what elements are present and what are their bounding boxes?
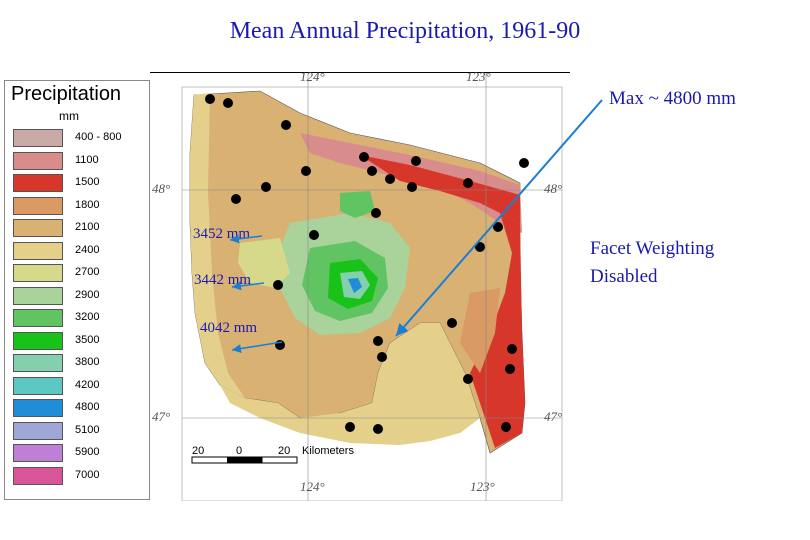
legend-label: 7000: [75, 468, 100, 481]
legend-label: 1100: [75, 153, 99, 166]
scale-label-20-right: 20: [278, 445, 291, 457]
map-title: Mean Annual Precipitation, 1961-90: [229, 18, 581, 44]
legend-swatch: [13, 444, 63, 462]
annotation-3452: 3452 mm: [193, 226, 251, 242]
legend-title: Precipitation: [11, 83, 122, 105]
scale-label-0: 0: [236, 445, 243, 457]
legend-label: 2100: [75, 221, 100, 233]
legend-label: 5100: [75, 423, 100, 436]
legend-swatch: [13, 331, 63, 350]
legend-swatch: [13, 399, 63, 417]
legend-swatch: [13, 286, 63, 305]
legend-panel: Precipitation mm 400 - 800 1100 1500 1800 21…: [4, 80, 150, 500]
legend-label: 1800: [75, 198, 100, 211]
legend-swatch: [13, 129, 63, 147]
lat-label-left-lower: 47°: [152, 409, 171, 424]
max-annotation: Max ~ 4800 mm: [609, 88, 736, 109]
legend-label: 2400: [75, 243, 100, 256]
legend-swatch: [13, 264, 63, 282]
legend-swatch: [13, 376, 63, 395]
legend-label: 5900: [75, 446, 100, 458]
legend-label: 3800: [75, 356, 100, 368]
legend-swatch: [13, 466, 63, 485]
lat-label-right-upper: 48°: [544, 181, 563, 196]
legend-label: 3500: [75, 333, 100, 346]
scale-unit: Kilometers: [302, 445, 354, 457]
legend-swatch: [13, 219, 63, 237]
legend-swatch: [13, 174, 63, 192]
facet-weighting-line1: Facet Weighting: [590, 238, 715, 259]
lon-label-bottom-right: 123°: [470, 479, 495, 494]
scale-label-20-left: 20: [192, 445, 205, 457]
legend-label: 3200: [75, 311, 100, 323]
legend-label: 2700: [75, 266, 100, 278]
lon-label-top-right: 123°: [466, 69, 491, 84]
legend-unit: mm: [59, 109, 79, 123]
annotation-4042: 4042 mm: [200, 320, 258, 336]
legend-swatch: [13, 241, 63, 260]
legend-swatch: [13, 354, 63, 372]
lat-label-left-upper: 48°: [152, 181, 171, 196]
facet-weighting-line2: Disabled: [590, 266, 658, 287]
legend-swatch: [13, 151, 63, 170]
legend-label: 2900: [75, 288, 100, 301]
legend-swatch: [13, 309, 63, 327]
lon-label-top-left: 124°: [300, 69, 325, 84]
legend-swatch: [13, 196, 63, 215]
legend-label: 4800: [75, 401, 100, 413]
scale-bar: [191, 456, 298, 464]
lon-label-bottom-left: 124°: [300, 479, 325, 494]
annotation-3442: 3442 mm: [194, 272, 252, 288]
legend-swatch: [13, 421, 63, 440]
lat-label-right-lower: 47°: [544, 409, 563, 424]
legend-label: 4200: [75, 378, 100, 391]
legend-label: 1500: [75, 176, 100, 188]
legend-label: 400 - 800: [75, 131, 122, 143]
